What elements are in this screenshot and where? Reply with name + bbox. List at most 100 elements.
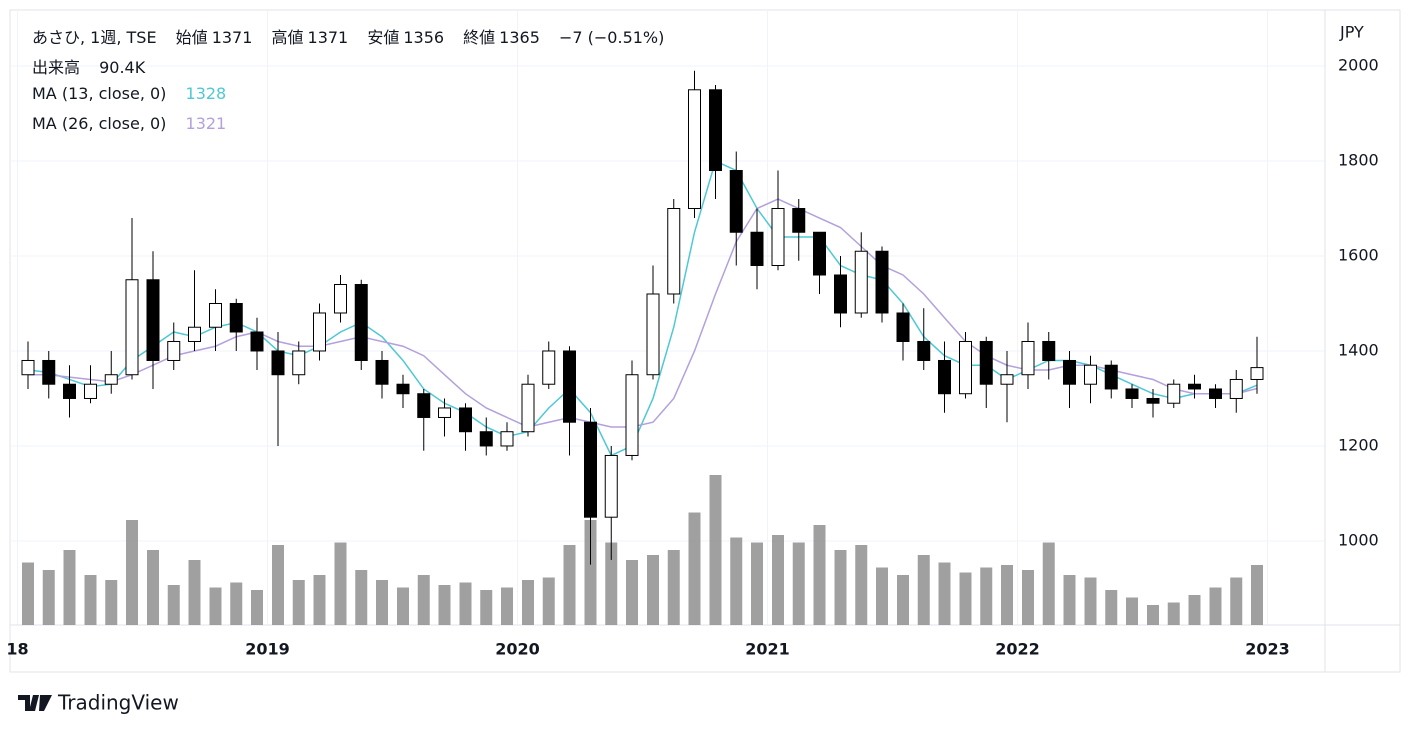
volume-bar bbox=[522, 580, 534, 625]
field-label: 始値 bbox=[175, 28, 208, 47]
candle-body bbox=[1000, 374, 1014, 385]
volume-bar bbox=[751, 542, 763, 625]
candle-body bbox=[521, 383, 535, 433]
candle-body bbox=[396, 383, 410, 395]
volume-bar bbox=[917, 555, 930, 625]
symbol: あさひ, 1週, TSE bbox=[32, 28, 157, 47]
candle-body bbox=[167, 340, 181, 361]
field-label: 安値 bbox=[367, 28, 400, 47]
volume-bar bbox=[1022, 570, 1034, 625]
candle-body bbox=[1021, 340, 1035, 376]
legend-label: MA (13, close, 0) bbox=[32, 84, 167, 103]
candle-body bbox=[542, 350, 556, 385]
candle-body bbox=[271, 350, 285, 376]
candle-body bbox=[21, 359, 35, 376]
candle-body bbox=[771, 208, 785, 266]
volume-bar bbox=[813, 525, 826, 625]
volume-bar bbox=[1001, 565, 1013, 625]
candle-body bbox=[292, 350, 306, 376]
candle-body bbox=[479, 431, 493, 447]
volume-bar bbox=[709, 475, 722, 625]
candle-body bbox=[813, 231, 826, 276]
candle-body bbox=[209, 302, 222, 328]
volume-bar bbox=[876, 567, 888, 625]
volume-bar bbox=[147, 550, 159, 625]
change: −7 (−0.51%) bbox=[558, 28, 665, 47]
volume-bar bbox=[959, 572, 972, 625]
candle-body bbox=[417, 393, 431, 418]
candle-body bbox=[709, 89, 722, 172]
candle-body bbox=[125, 279, 139, 376]
field-value: 1356 bbox=[403, 28, 445, 47]
volume-bar bbox=[1188, 595, 1201, 625]
volume-bar bbox=[1126, 597, 1138, 625]
candle-body bbox=[604, 454, 618, 518]
volume-bar bbox=[980, 567, 993, 625]
volume-bar bbox=[1251, 565, 1263, 625]
x-tick-label: 18 bbox=[6, 640, 28, 659]
volume-bar bbox=[626, 560, 638, 625]
volume-bar bbox=[792, 542, 805, 625]
volume-bar bbox=[938, 562, 951, 625]
volume-bar bbox=[542, 577, 555, 625]
volume-legend: 出来高 90.4K bbox=[32, 54, 149, 78]
volume-bar bbox=[647, 555, 659, 625]
y-tick-label: 1800 bbox=[1338, 151, 1379, 170]
field-value: 1365 bbox=[499, 28, 540, 47]
candle-body bbox=[729, 170, 743, 233]
volume-bar bbox=[605, 542, 618, 625]
candle-body bbox=[1042, 340, 1056, 361]
candle-body bbox=[584, 421, 597, 518]
volume-bar bbox=[834, 550, 847, 625]
volume-bar bbox=[438, 585, 451, 625]
candle-body bbox=[959, 340, 972, 395]
field-label: 高値 bbox=[271, 28, 304, 47]
x-tick-label: 2022 bbox=[995, 640, 1040, 659]
candle-body bbox=[1229, 378, 1243, 399]
candle-body bbox=[1209, 388, 1222, 399]
x-tick-label: 2019 bbox=[245, 640, 290, 659]
volume-bar bbox=[1230, 577, 1243, 625]
legend-value: 1321 bbox=[185, 114, 227, 133]
candle-body bbox=[834, 274, 847, 314]
candle-body bbox=[1084, 364, 1097, 385]
candle-body bbox=[667, 208, 681, 295]
volume-bar bbox=[730, 537, 743, 625]
field-value: 1371 bbox=[211, 28, 253, 47]
volume-bar bbox=[42, 570, 55, 625]
candle-body bbox=[792, 208, 806, 233]
volume-bar bbox=[480, 590, 493, 625]
candle-body bbox=[938, 359, 951, 395]
candle-body bbox=[459, 407, 472, 433]
volume-bar bbox=[1063, 575, 1076, 625]
volume-bar bbox=[313, 575, 326, 625]
candle-body bbox=[875, 250, 889, 314]
volume-bar bbox=[417, 575, 430, 625]
currency: JPY bbox=[1339, 23, 1364, 42]
y-tick-label: 1200 bbox=[1338, 435, 1379, 454]
volume-bar bbox=[105, 580, 118, 625]
legend-value: 1328 bbox=[185, 84, 227, 103]
candle-body bbox=[104, 374, 118, 385]
legend-label: MA (26, close, 0) bbox=[32, 114, 167, 133]
candle-body bbox=[334, 283, 347, 314]
volume-bar bbox=[292, 580, 305, 625]
candle-body bbox=[146, 279, 160, 361]
candle-body bbox=[1188, 383, 1201, 390]
volume-bar bbox=[126, 520, 138, 625]
volume-bar bbox=[376, 580, 388, 625]
candle-body bbox=[229, 302, 243, 333]
candle-body bbox=[63, 383, 76, 399]
candle-body bbox=[563, 350, 576, 423]
volume-bar bbox=[272, 545, 284, 625]
candle-body bbox=[625, 374, 639, 456]
candle-body bbox=[313, 312, 326, 352]
y-tick-label: 1600 bbox=[1338, 246, 1379, 265]
volume-bar bbox=[667, 550, 680, 625]
logo-mark bbox=[18, 695, 52, 711]
volume-bar bbox=[1084, 577, 1097, 625]
candle-body bbox=[896, 312, 910, 342]
candle-body bbox=[84, 383, 97, 399]
candle-body bbox=[1104, 364, 1118, 390]
